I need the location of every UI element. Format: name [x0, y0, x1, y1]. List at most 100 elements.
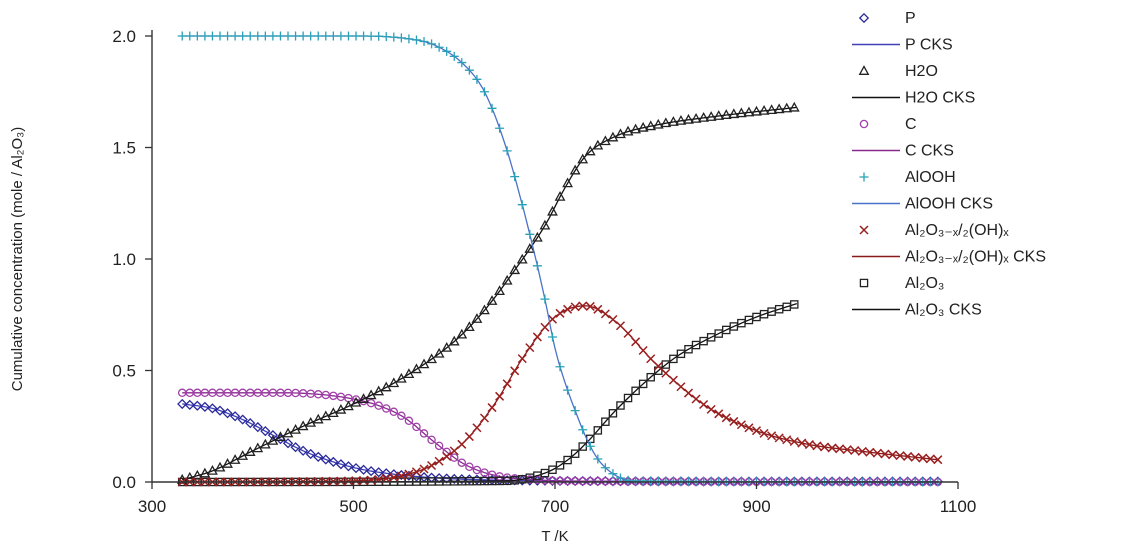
data-point	[548, 465, 557, 474]
data-point	[305, 416, 317, 427]
data-point	[192, 400, 203, 411]
data-point	[933, 455, 943, 465]
data-point	[291, 31, 301, 41]
data-point	[283, 31, 293, 41]
data-point	[721, 413, 731, 423]
data-point	[502, 379, 512, 389]
data-point	[434, 456, 444, 466]
data-point	[229, 454, 241, 464]
data-point	[827, 443, 837, 453]
data-point	[675, 114, 687, 125]
data-point	[646, 372, 655, 382]
data-point	[389, 472, 399, 482]
data-point	[268, 31, 278, 41]
legend-fit-label: AlOOH CKS	[905, 196, 993, 213]
data-point	[540, 322, 550, 332]
data-point	[449, 446, 459, 456]
data-point	[397, 411, 406, 421]
data-point	[661, 476, 671, 486]
data-point	[555, 308, 565, 318]
data-point	[351, 31, 361, 41]
data-point	[842, 445, 852, 455]
data-point	[667, 116, 679, 126]
data-point	[487, 403, 497, 413]
data-point	[569, 164, 581, 175]
data-point	[222, 408, 233, 419]
data-point	[267, 434, 279, 445]
data-point	[918, 453, 928, 463]
data-point	[199, 401, 211, 412]
data-point	[661, 368, 671, 378]
data-point	[464, 432, 474, 442]
data-point	[290, 442, 301, 453]
data-point	[728, 108, 740, 119]
data-point	[419, 464, 429, 474]
data-point	[616, 401, 625, 410]
data-point	[600, 309, 610, 319]
data-point	[510, 172, 520, 182]
data-point	[895, 451, 905, 461]
y-tick-label: 1.0	[112, 250, 136, 269]
data-point	[751, 105, 762, 116]
data-point	[419, 37, 429, 47]
data-point	[608, 409, 618, 418]
data-point	[661, 360, 671, 369]
y-tick-label: 1.5	[112, 139, 136, 158]
data-point	[788, 101, 800, 112]
data-point	[660, 117, 672, 128]
data-point	[411, 35, 421, 45]
data-point	[457, 439, 467, 449]
legend-label: Al₂O₃	[905, 275, 944, 292]
data-point	[245, 418, 256, 429]
data-point	[699, 399, 709, 410]
data-point	[683, 388, 694, 398]
data-point	[230, 31, 240, 41]
data-point	[509, 264, 521, 275]
data-point	[850, 445, 860, 456]
data-point	[404, 34, 414, 44]
legend-fit-label: Al₂O₃₋ₓ/₂(OH)ₓ CKS	[905, 249, 1046, 266]
data-point	[554, 190, 566, 201]
data-point	[373, 385, 385, 396]
data-point	[774, 433, 784, 443]
data-point	[631, 337, 641, 347]
data-point	[350, 396, 362, 407]
data-point	[797, 438, 807, 448]
legend-label: Al₂O₃₋ₓ/₂(OH)ₓ	[905, 222, 1009, 239]
data-point	[669, 354, 678, 364]
data-point	[380, 381, 392, 392]
data-point	[570, 406, 580, 416]
data-point	[411, 363, 422, 374]
data-point	[260, 31, 270, 41]
data-point	[593, 454, 603, 464]
data-point	[404, 469, 414, 479]
data-point	[200, 31, 210, 41]
data-point	[374, 401, 383, 410]
data-point	[910, 452, 920, 462]
legend-marker	[858, 12, 870, 24]
legend-marker	[858, 65, 870, 75]
data-point	[465, 462, 474, 472]
data-point	[502, 146, 512, 156]
data-point	[479, 304, 490, 315]
data-point	[623, 475, 633, 485]
data-point	[592, 139, 604, 150]
data-point	[389, 407, 399, 417]
data-point	[555, 362, 565, 372]
data-point	[622, 125, 634, 136]
data-point	[638, 379, 648, 389]
data-point	[585, 301, 595, 311]
data-point	[479, 474, 490, 485]
data-point	[925, 454, 935, 464]
data-point	[441, 473, 452, 484]
data-point	[442, 451, 452, 461]
data-point	[789, 436, 799, 447]
data-point	[480, 468, 489, 477]
data-point	[638, 345, 648, 356]
data-point	[327, 407, 339, 418]
data-point	[766, 104, 778, 114]
data-point	[593, 304, 603, 314]
data-point	[563, 385, 573, 395]
series-line-4	[182, 305, 938, 483]
